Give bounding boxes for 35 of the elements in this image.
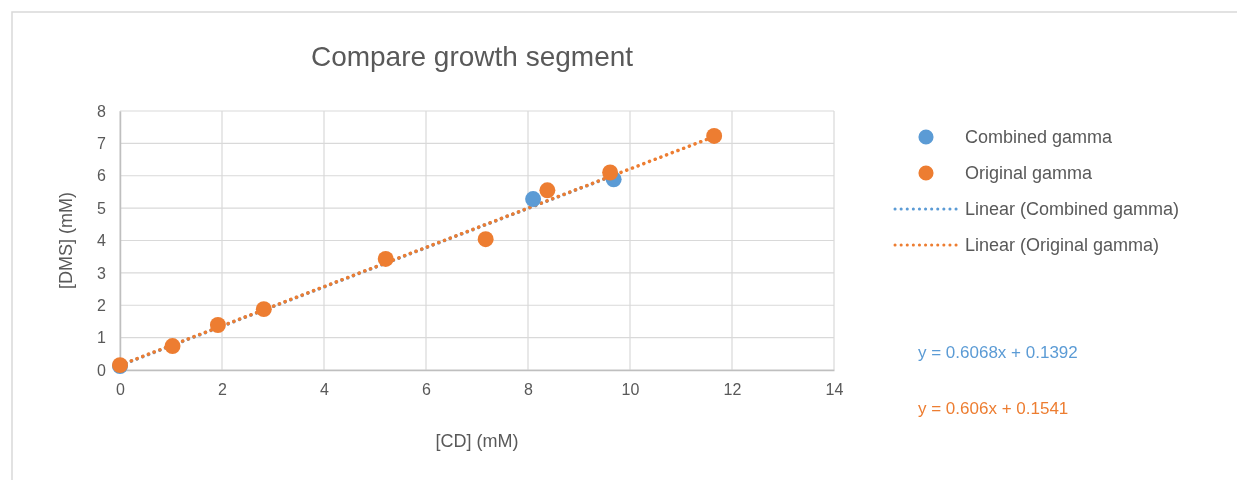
y-tick-label: 5 <box>97 199 107 217</box>
point <box>477 231 494 248</box>
y-tick-label: 7 <box>97 134 107 152</box>
x-tick-label: 2 <box>218 381 228 399</box>
text: y = 0.606x + 0.1541 <box>918 399 1069 418</box>
legend-label: Original gamma <box>965 163 1094 183</box>
x-tick-label: 6 <box>422 381 432 399</box>
y-tick-label: 1 <box>97 329 107 347</box>
point <box>377 250 394 267</box>
x-tick-label: 14 <box>825 381 844 399</box>
chart-title: Compare growth segment <box>310 41 634 72</box>
y-tick-label: 4 <box>97 232 107 250</box>
point <box>539 182 556 199</box>
legend-label: Linear (Original gamma) <box>965 235 1160 255</box>
y-tick-label: 3 <box>97 264 107 282</box>
x-tick-label: 4 <box>320 381 330 399</box>
point <box>706 127 723 144</box>
x-axis-title: [CD] (mM) <box>435 431 519 451</box>
x-tick-label: 8 <box>524 381 534 399</box>
point <box>255 301 272 318</box>
y-tick-label: 0 <box>97 361 107 379</box>
point <box>525 191 542 208</box>
y-axis-title: [DMS] (mM) <box>56 192 76 289</box>
y-tick-label: 6 <box>97 167 107 185</box>
point <box>164 338 181 355</box>
x-tick-label: 0 <box>116 381 126 399</box>
legend-label: Combined gamma <box>965 127 1114 147</box>
y-tick-label: 2 <box>97 296 107 314</box>
y-tick-label: 8 <box>97 102 107 120</box>
x-tick-label: 12 <box>723 381 742 399</box>
x-tick-label: 10 <box>621 381 640 399</box>
point <box>209 317 226 333</box>
point <box>602 164 619 181</box>
legend-label: Linear (Combined gamma) <box>965 199 1180 219</box>
text: y = 0.6068x + 0.1392 <box>918 343 1078 362</box>
